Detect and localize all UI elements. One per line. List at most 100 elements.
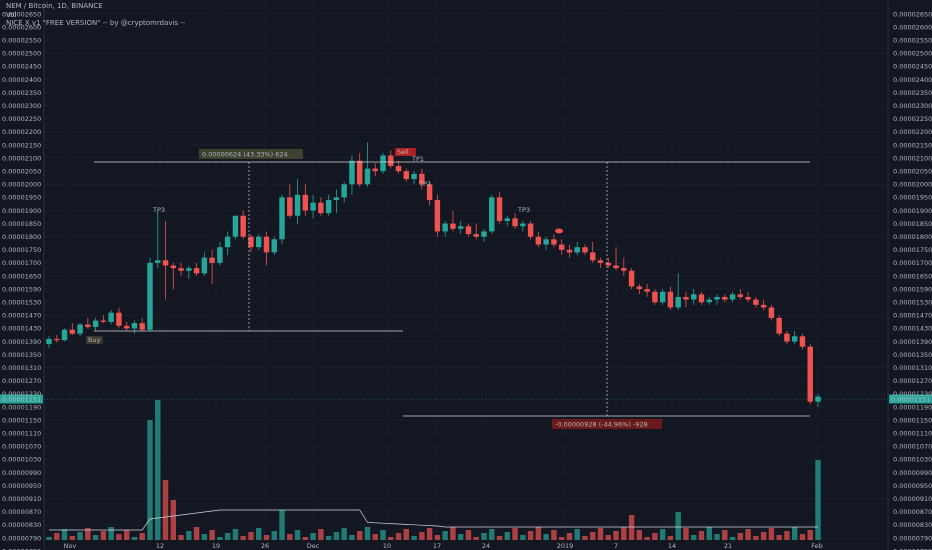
- date-label: 10: [383, 542, 391, 550]
- right-price-label: 0.00002550: [893, 37, 932, 45]
- candle-body: [155, 260, 161, 263]
- candle-body: [690, 294, 697, 300]
- left-price-label: 0.00001350: [2, 351, 41, 359]
- left-price-label: 0.00001900: [2, 207, 41, 215]
- volume-bar: [714, 534, 720, 540]
- candle-body: [489, 197, 495, 232]
- volume-bar: [403, 529, 410, 540]
- date-label: 21: [724, 542, 732, 550]
- candle-body: [209, 257, 215, 263]
- measure-up-label: 0.00000624 (43.33%) 624: [202, 151, 288, 159]
- candle-body: [123, 325, 130, 329]
- right-price-label: 0.00001850: [893, 220, 932, 228]
- candle-body: [186, 268, 192, 271]
- volume-bar: [768, 528, 775, 540]
- candle-body: [232, 215, 239, 237]
- volume-bar: [155, 400, 161, 540]
- right-price-label: 0.00002050: [893, 168, 932, 176]
- candle-body: [613, 265, 619, 269]
- volume-bar: [426, 528, 433, 540]
- volume-bar: [232, 529, 239, 540]
- candle-body: [419, 173, 425, 185]
- volume-bar: [263, 535, 270, 540]
- left-price-label: 0.00001390: [2, 338, 41, 346]
- candle-body: [551, 239, 557, 245]
- volume-bar: [815, 460, 821, 540]
- date-label: Feb: [811, 542, 823, 550]
- right-price-label: 0.00001230: [893, 390, 932, 398]
- candle-body: [364, 168, 371, 185]
- volume-bar: [698, 531, 705, 540]
- left-price-label: 0.00001190: [2, 403, 41, 411]
- candle-body: [582, 247, 588, 253]
- left-price-label: 0.00001430: [2, 325, 41, 333]
- candle-body: [442, 223, 448, 232]
- left-price-label: 0.00002400: [2, 76, 41, 84]
- volume-bar: [520, 535, 526, 540]
- date-label: 14: [668, 542, 676, 550]
- volume-bar: [690, 535, 697, 540]
- left-price-label: 0.00002000: [2, 181, 41, 189]
- candle-body: [287, 197, 293, 216]
- right-price-label: 0.00001190: [893, 403, 932, 411]
- volume-bar: [61, 529, 68, 540]
- right-price-label: 0.00002450: [893, 63, 932, 71]
- left-price-label: 0.00001110: [2, 430, 41, 438]
- candle-body: [139, 323, 145, 330]
- candle-body: [706, 299, 712, 303]
- volume-bar: [807, 530, 813, 540]
- volume-bar: [116, 534, 122, 540]
- volume-bar: [85, 528, 91, 540]
- left-price-label: 0.00000990: [2, 469, 41, 477]
- volume-bar: [450, 527, 456, 540]
- volume-bar: [535, 527, 542, 540]
- candle-body: [388, 155, 394, 166]
- left-price-label: 0.00000910: [2, 495, 41, 503]
- left-price-label: 0.00002200: [2, 128, 41, 136]
- left-price-label: 0.00001230: [2, 390, 41, 398]
- volume-bar: [621, 527, 627, 540]
- volume-bar: [77, 532, 83, 540]
- volume-bar: [193, 527, 200, 540]
- date-axis: Nov 12 19 26 Dec 10 17 24 2019 7 14 21 Feb: [64, 542, 823, 550]
- candle-body: [426, 184, 433, 201]
- volume-bar: [574, 529, 580, 540]
- candle-body: [753, 299, 759, 305]
- candle-body: [621, 268, 627, 271]
- left-price-label: 0.00001950: [2, 194, 41, 202]
- right-price-label: 0.00002500: [893, 50, 932, 58]
- candle-body: [302, 194, 309, 211]
- candle-body: [698, 294, 705, 303]
- volume-bar: [123, 530, 130, 540]
- buy-label: Buy: [88, 336, 101, 344]
- right-price-label: 0.00000790: [893, 534, 932, 542]
- volume-bar: [209, 530, 215, 540]
- left-price-label: 0.00001530: [2, 299, 41, 307]
- candle-body: [240, 215, 246, 237]
- candle-body: [256, 236, 262, 248]
- volume-bar: [737, 533, 744, 540]
- volume-bar: [582, 536, 588, 540]
- right-price-label: 0.00001590: [893, 285, 932, 293]
- volume-bar: [294, 530, 301, 540]
- candle-body: [54, 338, 60, 341]
- date-label: 24: [482, 542, 490, 550]
- volume-bar: [558, 537, 565, 540]
- indicator-label: NICE X v1 "FREE VERSION" -- by @cryptomr…: [6, 19, 186, 27]
- candle-body: [341, 184, 347, 198]
- date-label: 7: [614, 542, 618, 550]
- right-price-label: 0.00002600: [893, 23, 932, 31]
- volume-bar: [791, 527, 798, 540]
- volume-bar: [388, 537, 394, 540]
- left-price-label: 0.00002450: [2, 63, 41, 71]
- left-price-label: 0.00000950: [2, 482, 41, 490]
- candle-body: [46, 338, 52, 345]
- volume-bar: [434, 535, 441, 540]
- candle-body: [108, 312, 114, 322]
- volume-bar: [248, 532, 254, 540]
- right-price-label: 0.00001350: [893, 351, 932, 359]
- candle-body: [636, 286, 643, 290]
- sell-label-box: [395, 148, 416, 156]
- volume-bar: [139, 533, 145, 540]
